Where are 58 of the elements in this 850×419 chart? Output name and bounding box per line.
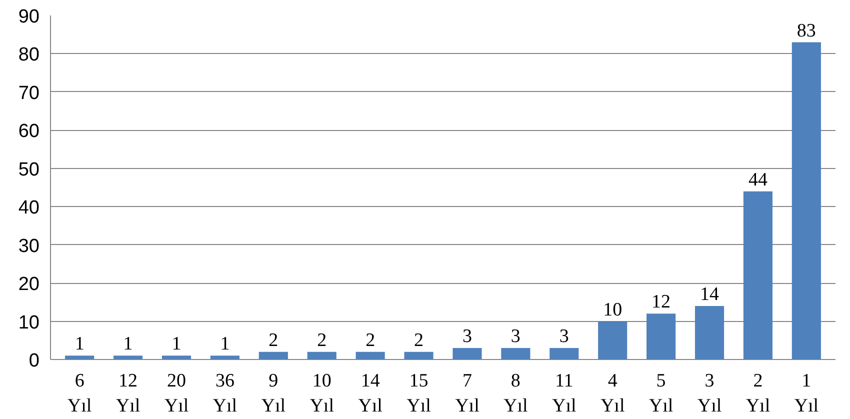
y-tick-label: 90 xyxy=(18,6,40,28)
data-label: 83 xyxy=(796,20,816,42)
data-label: 3 xyxy=(559,326,569,348)
bar xyxy=(113,356,143,360)
x-tick-label: 8 Yıl xyxy=(504,370,528,417)
x-tick-label: 3 Yıl xyxy=(697,370,722,417)
bar xyxy=(501,348,530,360)
bar xyxy=(162,356,192,360)
bar xyxy=(356,352,385,360)
data-label: 2 xyxy=(317,330,327,351)
x-tick-label: 5 Yıl xyxy=(648,370,674,417)
bar xyxy=(210,356,240,360)
bar xyxy=(307,352,336,360)
bar xyxy=(65,356,94,360)
x-tick-label: 11 Yıl xyxy=(552,370,576,417)
bar xyxy=(598,321,628,360)
data-label: 3 xyxy=(510,326,520,348)
x-tick-label: 12 Yıl xyxy=(116,370,140,417)
data-label: 12 xyxy=(652,292,671,313)
bar xyxy=(452,348,482,360)
y-tick-label: 30 xyxy=(18,236,40,257)
bar xyxy=(646,314,676,360)
data-label: 1 xyxy=(123,334,133,355)
data-label: 1 xyxy=(74,334,84,355)
y-tick-label: 40 xyxy=(18,198,40,219)
data-label: 2 xyxy=(268,330,278,351)
y-tick-label: 80 xyxy=(18,44,40,66)
x-tick-label: 9 Yıl xyxy=(261,370,286,417)
data-label: 1 xyxy=(172,334,182,355)
data-label: 10 xyxy=(603,299,622,320)
x-tick-label: 14 Yıl xyxy=(358,370,382,417)
data-label: 1 xyxy=(220,334,230,355)
x-tick-label: 2 Yıl xyxy=(746,370,770,417)
bar xyxy=(694,306,724,360)
data-label: 2 xyxy=(414,330,424,351)
x-tick-label: 20 Yıl xyxy=(164,370,189,417)
bar xyxy=(258,352,288,360)
bar xyxy=(792,42,821,360)
x-tick-label: 7 Yıl xyxy=(455,370,480,417)
y-tick-label: 0 xyxy=(28,350,40,372)
x-tick-label: 4 Yıl xyxy=(600,370,625,417)
bar xyxy=(404,352,434,360)
x-tick-label: 1 Yıl xyxy=(794,370,819,417)
bar xyxy=(743,191,773,360)
x-tick-label: 6 Yıl xyxy=(67,370,92,417)
data-label: 14 xyxy=(700,284,720,305)
y-tick-label: 10 xyxy=(18,312,40,334)
y-tick-label: 70 xyxy=(18,82,40,104)
y-tick-label: 60 xyxy=(18,121,40,142)
bar xyxy=(550,348,579,360)
data-label: 3 xyxy=(462,326,472,348)
y-tick-label: 50 xyxy=(18,159,40,180)
x-tick-label: 36 Yıl xyxy=(212,370,238,417)
data-label: 2 xyxy=(366,330,376,351)
y-tick-label: 20 xyxy=(18,274,40,296)
x-tick-label: 15 Yıl xyxy=(406,370,431,417)
x-tick-label: 10 Yıl xyxy=(310,370,334,417)
data-label: 44 xyxy=(748,169,768,190)
